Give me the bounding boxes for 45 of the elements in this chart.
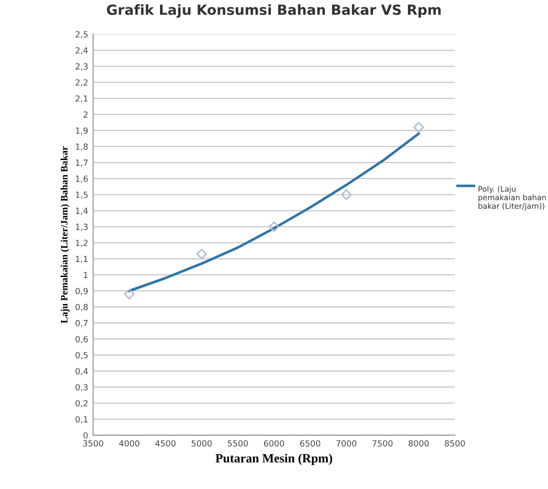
y-tick-label: 1,9 [76,127,88,135]
y-tick-label: 0,2 [76,400,88,408]
y-tick-label: 1,4 [76,208,88,215]
y-tick-label: 2,5 [76,31,88,38]
x-tick-label: 3500 [83,440,104,447]
y-tick-label: 0,3 [76,384,88,392]
y-tick-label: 2,4 [76,47,88,54]
y-tick-label: 1,8 [76,143,88,151]
point [196,248,207,260]
y-tick-label: 0,5 [76,352,88,360]
x-tick-label: 5500 [228,440,248,447]
y-tick-label: 1,5 [76,192,88,199]
x-tick-label: 8500 [444,440,465,447]
x-tick-label: 6000 [264,440,284,447]
point [124,288,135,300]
y-tick-label: 0,7 [76,320,88,328]
y-tick-label: 2,2 [76,79,88,86]
x-tick-label: 7500 [372,440,393,447]
x-axis-title: Putaran Mesin (Rpm) [216,454,332,466]
chart-title: Grafik Laju Konsumsi Bahan Bakar VS Rpm [106,4,441,18]
point [341,189,352,200]
y-axis-title: Laju Pemakaian (Liter/Jam) Bahan Bakar [60,146,70,324]
y-tick-label: 1,6 [76,176,88,183]
y-tick-label: 0,9 [76,288,88,295]
y-tick-label: 1 [84,272,88,278]
point [268,221,280,232]
y-tick-label: 0 [84,432,88,438]
y-tick-label: 0,1 [76,416,88,424]
y-tick-label: 0,8 [76,304,88,312]
y-tick-label: 0,4 [76,368,88,376]
y-tick-label: 2 [84,111,88,118]
x-tick-label: 7000 [336,440,356,447]
y-tick-label: 1,2 [76,240,88,247]
x-tick-label: 4000 [119,440,140,447]
y-tick-label: 1,7 [76,160,88,167]
y-tick-label: 1,3 [76,224,88,231]
x-tick-label: 5000 [192,440,212,447]
x-tick-label: 8000 [408,440,429,447]
x-tick-label: 6500 [300,440,320,447]
y-tick-label: 2,1 [76,95,88,103]
y-tick-label: 1,1 [76,256,88,263]
y-tick-label: 0,6 [76,336,88,344]
point [413,122,424,133]
x-tick-label: 4500 [155,440,176,447]
y-tick-label: 2,3 [76,63,88,70]
